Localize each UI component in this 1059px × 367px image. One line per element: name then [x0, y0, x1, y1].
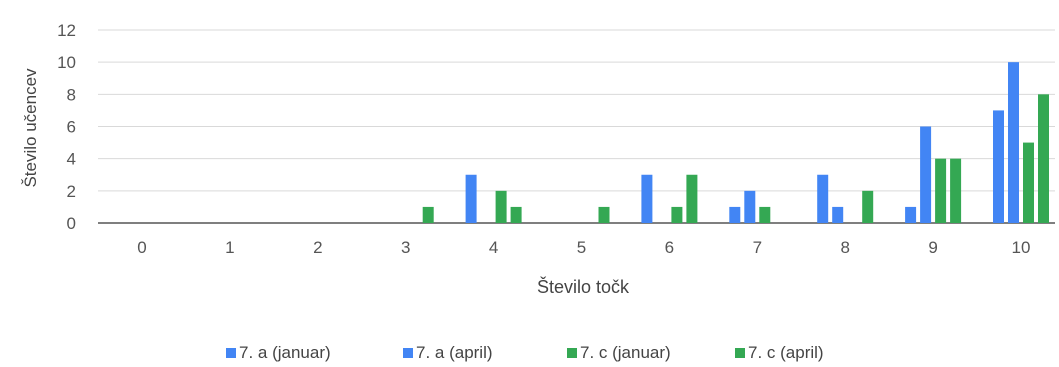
x-tick-label: 3 — [401, 238, 410, 257]
bar — [465, 174, 477, 223]
x-tick-label: 10 — [1012, 238, 1031, 257]
legend-swatch — [567, 348, 577, 358]
x-tick-label: 5 — [577, 238, 586, 257]
bar — [744, 190, 756, 223]
legend-swatch — [403, 348, 413, 358]
legend-label: 7. c (januar) — [580, 343, 671, 362]
legend-swatch — [735, 348, 745, 358]
y-axis-ticks: 0 2 4 6 8 10 12 — [57, 21, 76, 233]
legend-swatch — [226, 348, 236, 358]
y-tick-label: 6 — [67, 118, 76, 137]
legend-label: 7. c (april) — [748, 343, 824, 362]
bar — [1008, 62, 1019, 223]
bar — [862, 190, 874, 223]
y-axis-label: Število učencev — [21, 68, 40, 188]
bar — [641, 174, 653, 223]
bar — [510, 206, 522, 223]
bar — [671, 206, 683, 223]
bar — [759, 206, 771, 223]
x-tick-label: 7 — [753, 238, 762, 257]
bar — [832, 206, 844, 223]
x-tick-label: 2 — [313, 238, 322, 257]
legend-label: 7. a (januar) — [239, 343, 331, 362]
bars — [422, 62, 1049, 223]
x-axis-label: Število točk — [537, 276, 630, 297]
bar — [1038, 94, 1049, 223]
x-axis-ticks: 0 1 2 3 4 5 6 7 8 9 10 — [137, 238, 1030, 257]
bar — [729, 206, 741, 223]
x-tick-label: 4 — [489, 238, 498, 257]
bar — [598, 206, 610, 223]
bar — [817, 174, 829, 223]
legend: 7. a (januar) 7. a (april) 7. c (januar) 7.… — [226, 343, 824, 362]
gridlines — [98, 29, 1055, 224]
legend-label: 7. a (april) — [416, 343, 493, 362]
bar — [1023, 142, 1034, 223]
y-tick-label: 2 — [67, 182, 76, 201]
bar — [495, 190, 507, 223]
bar — [686, 174, 698, 223]
y-tick-label: 8 — [67, 85, 76, 104]
y-tick-label: 0 — [67, 214, 76, 233]
bar — [935, 158, 947, 223]
bar — [905, 206, 917, 223]
x-tick-label: 9 — [928, 238, 937, 257]
x-tick-label: 6 — [665, 238, 674, 257]
bar — [422, 206, 434, 223]
x-tick-label: 1 — [225, 238, 234, 257]
y-tick-label: 4 — [67, 150, 76, 169]
bar — [993, 110, 1004, 223]
y-tick-label: 12 — [57, 21, 76, 40]
bar — [920, 126, 932, 223]
bar — [950, 158, 962, 223]
y-tick-label: 10 — [57, 53, 76, 72]
x-tick-label: 8 — [840, 238, 849, 257]
x-tick-label: 0 — [137, 238, 146, 257]
